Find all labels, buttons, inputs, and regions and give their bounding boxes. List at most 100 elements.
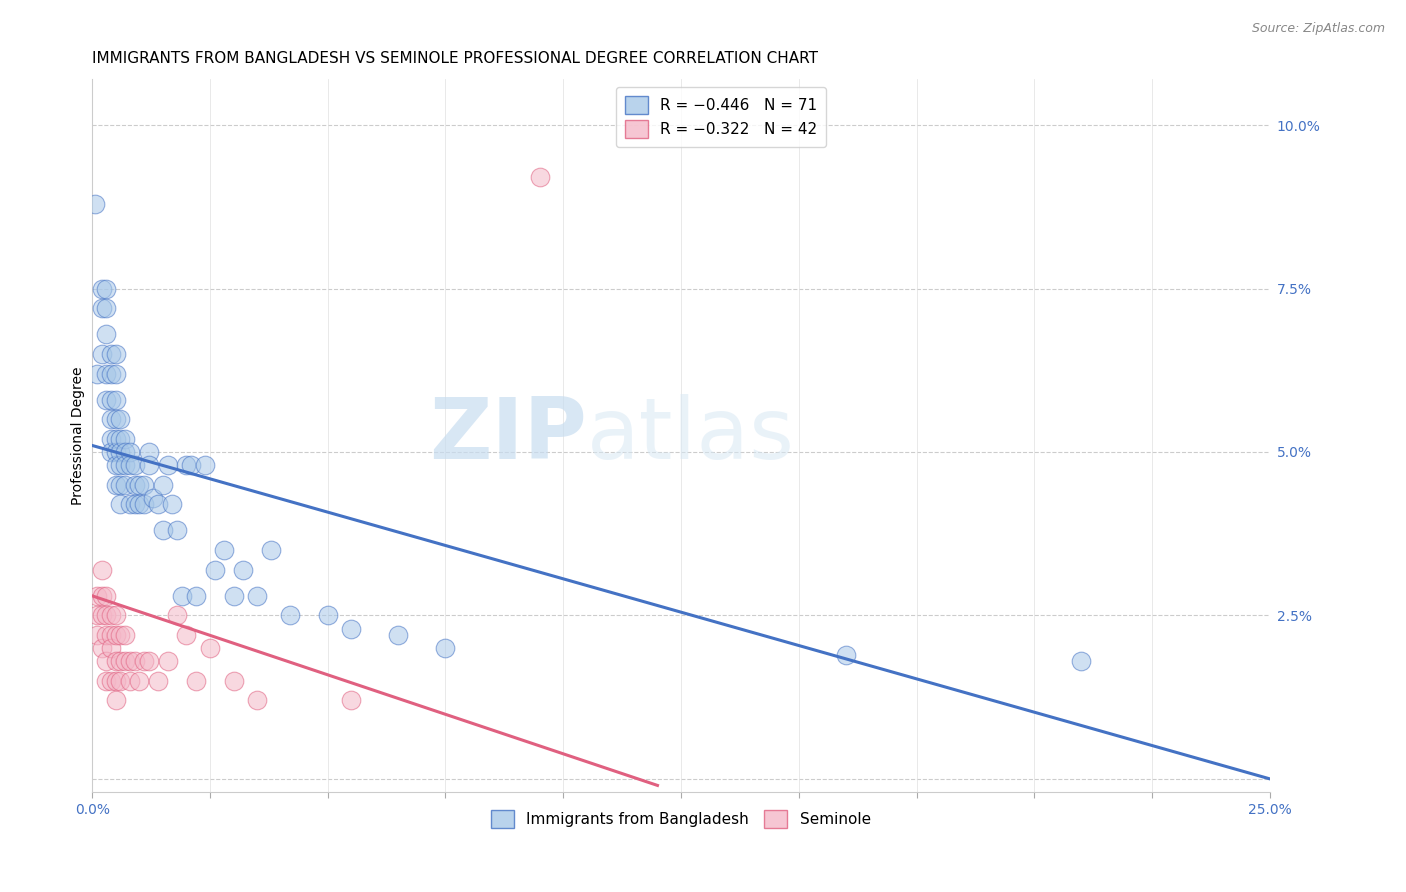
- Point: [180, 458, 202, 472]
- Point: [110, 412, 132, 426]
- Point: [128, 477, 150, 491]
- Point: [835, 648, 858, 662]
- Point: [132, 654, 155, 668]
- Point: [170, 589, 193, 603]
- Point: [222, 673, 245, 688]
- Point: [128, 673, 150, 688]
- Point: [156, 458, 179, 472]
- Point: [86, 589, 108, 603]
- Point: [96, 327, 118, 342]
- Point: [212, 543, 235, 558]
- Point: [194, 458, 217, 472]
- Point: [529, 170, 551, 185]
- Point: [96, 589, 118, 603]
- Point: [90, 641, 112, 656]
- Point: [100, 367, 122, 381]
- Point: [110, 497, 132, 511]
- Point: [104, 432, 127, 446]
- Point: [198, 641, 221, 656]
- Point: [90, 563, 112, 577]
- Point: [146, 673, 169, 688]
- Point: [278, 608, 301, 623]
- Point: [90, 347, 112, 361]
- Text: IMMIGRANTS FROM BANGLADESH VS SEMINOLE PROFESSIONAL DEGREE CORRELATION CHART: IMMIGRANTS FROM BANGLADESH VS SEMINOLE P…: [93, 51, 818, 66]
- Point: [118, 458, 141, 472]
- Point: [142, 491, 165, 505]
- Point: [90, 281, 112, 295]
- Point: [96, 608, 118, 623]
- Point: [204, 563, 226, 577]
- Text: atlas: atlas: [586, 394, 794, 477]
- Point: [114, 628, 136, 642]
- Text: ZIP: ZIP: [429, 394, 586, 477]
- Point: [124, 477, 146, 491]
- Point: [83, 196, 105, 211]
- Point: [340, 622, 363, 636]
- Point: [100, 628, 122, 642]
- Point: [114, 445, 136, 459]
- Point: [104, 673, 127, 688]
- Point: [110, 654, 132, 668]
- Point: [152, 524, 174, 538]
- Point: [100, 392, 122, 407]
- Point: [96, 301, 118, 315]
- Point: [138, 654, 160, 668]
- Point: [86, 367, 108, 381]
- Point: [96, 673, 118, 688]
- Point: [176, 628, 198, 642]
- Point: [166, 524, 188, 538]
- Point: [110, 628, 132, 642]
- Point: [387, 628, 409, 642]
- Point: [100, 641, 122, 656]
- Y-axis label: Professional Degree: Professional Degree: [72, 367, 86, 505]
- Point: [184, 589, 207, 603]
- Point: [316, 608, 339, 623]
- Point: [110, 673, 132, 688]
- Point: [176, 458, 198, 472]
- Point: [90, 608, 112, 623]
- Point: [86, 628, 108, 642]
- Point: [138, 458, 160, 472]
- Point: [124, 654, 146, 668]
- Point: [110, 432, 132, 446]
- Point: [96, 654, 118, 668]
- Point: [104, 608, 127, 623]
- Point: [100, 347, 122, 361]
- Point: [124, 497, 146, 511]
- Point: [96, 392, 118, 407]
- Point: [110, 477, 132, 491]
- Point: [90, 589, 112, 603]
- Point: [162, 497, 184, 511]
- Point: [124, 458, 146, 472]
- Point: [114, 654, 136, 668]
- Point: [100, 432, 122, 446]
- Point: [100, 673, 122, 688]
- Point: [152, 477, 174, 491]
- Point: [104, 477, 127, 491]
- Text: Source: ZipAtlas.com: Source: ZipAtlas.com: [1251, 22, 1385, 36]
- Point: [96, 281, 118, 295]
- Point: [434, 641, 457, 656]
- Point: [110, 445, 132, 459]
- Point: [104, 628, 127, 642]
- Point: [138, 445, 160, 459]
- Point: [246, 693, 269, 707]
- Point: [128, 497, 150, 511]
- Point: [1070, 654, 1092, 668]
- Point: [146, 497, 169, 511]
- Point: [118, 445, 141, 459]
- Point: [232, 563, 254, 577]
- Point: [90, 301, 112, 315]
- Point: [114, 477, 136, 491]
- Point: [104, 347, 127, 361]
- Point: [86, 608, 108, 623]
- Point: [104, 458, 127, 472]
- Point: [104, 392, 127, 407]
- Point: [104, 445, 127, 459]
- Point: [156, 654, 179, 668]
- Legend: Immigrants from Bangladesh, Seminole: Immigrants from Bangladesh, Seminole: [485, 805, 877, 834]
- Point: [118, 497, 141, 511]
- Point: [104, 367, 127, 381]
- Point: [104, 412, 127, 426]
- Point: [132, 477, 155, 491]
